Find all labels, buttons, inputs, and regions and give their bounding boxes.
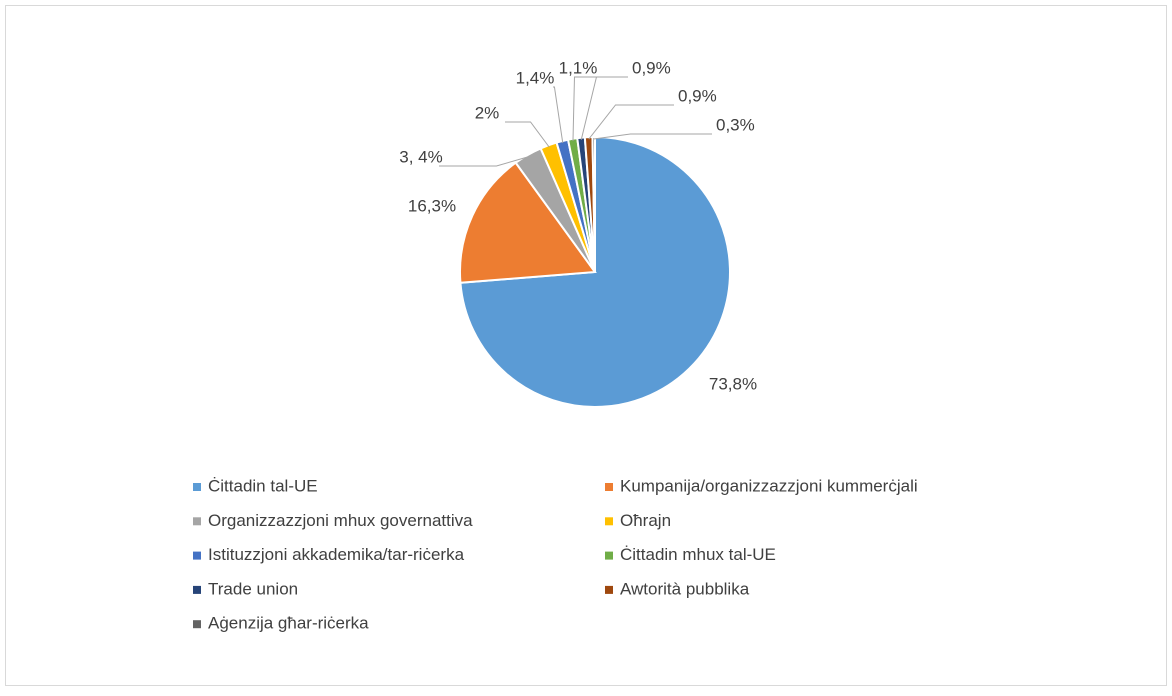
leader-line xyxy=(572,76,596,141)
data-label: 1,1% xyxy=(559,58,598,77)
data-label: 0,9% xyxy=(678,86,717,105)
data-label: 0,3% xyxy=(716,115,755,134)
leader-line xyxy=(588,104,674,140)
data-label: 2% xyxy=(475,103,500,122)
legend-label: Trade union xyxy=(208,579,298,598)
legend-swatch xyxy=(193,517,201,526)
legend-label: Aġenzija għar-riċerka xyxy=(208,614,369,633)
legend-swatch xyxy=(193,483,201,491)
legend-swatch xyxy=(605,585,613,594)
legend-swatch xyxy=(605,551,613,560)
legend-label: Organizzazzjoni mhux governattiva xyxy=(208,511,473,530)
leader-line xyxy=(505,121,550,148)
legend-label: Kumpanija/organizzazzjoni kummerċjali xyxy=(620,476,918,495)
leader-line xyxy=(593,133,712,140)
legend-label: Istituzzjoni akkademika/tar-riċerka xyxy=(208,545,465,564)
legend-swatch xyxy=(193,551,201,560)
legend-label: Oħrajn xyxy=(620,511,671,530)
leader-line xyxy=(553,86,564,144)
pie-slice xyxy=(459,161,597,284)
legend-label: Ċittadin mhux tal-UE xyxy=(620,544,776,564)
pie-slice xyxy=(591,135,596,273)
data-label: 1,4% xyxy=(516,68,555,87)
data-label: 0,9% xyxy=(632,58,671,77)
leader-line xyxy=(439,156,529,167)
data-label: 73,8% xyxy=(709,374,757,393)
leader-line xyxy=(580,76,628,140)
legend-swatch xyxy=(193,585,201,594)
data-label: 3, 4% xyxy=(399,147,442,166)
legend-label: Ċittadin tal-UE xyxy=(208,475,318,495)
legend-swatch xyxy=(193,620,201,629)
legend-label: Awtorità pubblika xyxy=(620,579,750,598)
data-label: 16,3% xyxy=(408,196,456,215)
legend-swatch xyxy=(605,517,613,526)
legend-swatch xyxy=(605,483,613,491)
